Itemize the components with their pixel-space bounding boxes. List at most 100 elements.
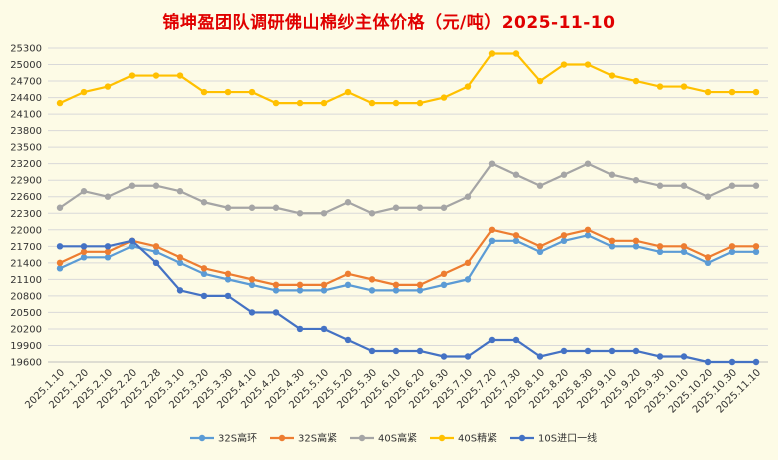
- legend-label: 32S高环: [218, 432, 257, 445]
- data-point: [320, 287, 328, 294]
- y-tick-label: 25000: [10, 60, 42, 71]
- data-point: [224, 204, 232, 211]
- legend-swatch-marker: [518, 434, 526, 442]
- data-point: [728, 182, 736, 189]
- data-point: [344, 199, 352, 206]
- data-point: [176, 287, 184, 294]
- data-point: [80, 254, 88, 261]
- data-point: [584, 61, 592, 68]
- y-tick-label: 21400: [10, 258, 42, 269]
- data-point: [560, 232, 568, 239]
- y-tick-label: 22900: [10, 176, 42, 187]
- data-point: [464, 83, 472, 90]
- data-point: [296, 99, 304, 107]
- data-point: [560, 347, 568, 355]
- legend-item: 32S高紧: [270, 432, 337, 445]
- data-point: [512, 50, 520, 57]
- y-gridlines: [48, 47, 768, 363]
- data-point: [440, 270, 448, 278]
- data-point: [608, 72, 616, 79]
- data-point: [344, 281, 352, 289]
- data-point: [344, 88, 352, 96]
- data-point: [704, 254, 712, 261]
- series-2: [56, 160, 760, 217]
- data-point: [320, 325, 328, 333]
- data-point: [176, 72, 184, 79]
- data-point: [56, 243, 64, 250]
- series-1: [56, 226, 760, 289]
- y-tick-label: 22000: [10, 225, 42, 236]
- data-point: [296, 210, 304, 217]
- data-point: [680, 182, 688, 189]
- legend-item: 40S精紧: [430, 432, 497, 445]
- data-point: [200, 270, 208, 278]
- data-point: [176, 259, 184, 267]
- data-point: [512, 336, 520, 344]
- legend-item: 32S高环: [190, 432, 257, 445]
- y-tick-label: 19600: [10, 358, 42, 369]
- series-line: [60, 239, 756, 364]
- legend-swatch-marker: [198, 434, 206, 442]
- data-point: [368, 287, 376, 294]
- data-point: [344, 336, 352, 344]
- data-point: [248, 309, 256, 316]
- data-point: [536, 248, 544, 256]
- data-point: [608, 171, 616, 178]
- data-point: [152, 243, 160, 250]
- data-point: [272, 99, 280, 107]
- data-point: [416, 347, 424, 355]
- data-point: [464, 193, 472, 200]
- data-point: [608, 347, 616, 355]
- data-point: [608, 243, 616, 250]
- data-point: [704, 88, 712, 96]
- y-tick-label: 24400: [10, 93, 42, 104]
- series-4: [56, 237, 760, 366]
- data-point: [728, 243, 736, 250]
- series-line: [59, 52, 756, 105]
- data-point: [272, 287, 280, 294]
- data-point: [152, 182, 160, 189]
- data-point: [632, 243, 640, 250]
- data-point: [104, 83, 112, 90]
- series-line: [59, 162, 756, 215]
- y-tick-label: 21700: [10, 242, 42, 253]
- data-point: [368, 210, 376, 217]
- legend-label: 32S高紧: [298, 432, 337, 445]
- legend-label: 40S高紧: [378, 432, 417, 445]
- data-point: [536, 77, 544, 85]
- data-point: [320, 210, 328, 217]
- legend-item: 40S高紧: [350, 432, 417, 445]
- data-point: [224, 276, 232, 283]
- data-point: [272, 204, 280, 211]
- data-point: [392, 204, 400, 211]
- data-point: [80, 188, 88, 195]
- y-tick-label: 23500: [10, 143, 42, 154]
- data-point: [680, 353, 688, 360]
- data-point: [200, 88, 208, 96]
- data-point: [536, 182, 544, 189]
- data-point: [392, 347, 400, 355]
- data-point: [488, 237, 496, 245]
- data-point: [344, 270, 352, 278]
- y-tick-label: 20800: [10, 291, 42, 302]
- data-point: [704, 259, 712, 267]
- data-point: [656, 353, 664, 360]
- data-point: [224, 88, 232, 96]
- data-point: [560, 61, 568, 68]
- data-point: [272, 281, 280, 289]
- data-point: [680, 83, 688, 90]
- data-point: [224, 292, 232, 300]
- legend-label: 40S精紧: [458, 432, 497, 445]
- data-point: [464, 259, 472, 267]
- data-point: [416, 281, 424, 289]
- data-point: [464, 276, 472, 283]
- data-point: [632, 77, 640, 85]
- data-point: [152, 72, 160, 79]
- data-point: [440, 204, 448, 211]
- data-point: [512, 232, 520, 239]
- data-point: [416, 204, 424, 211]
- series-line: [59, 228, 756, 286]
- data-point: [512, 237, 520, 245]
- data-point: [416, 99, 424, 107]
